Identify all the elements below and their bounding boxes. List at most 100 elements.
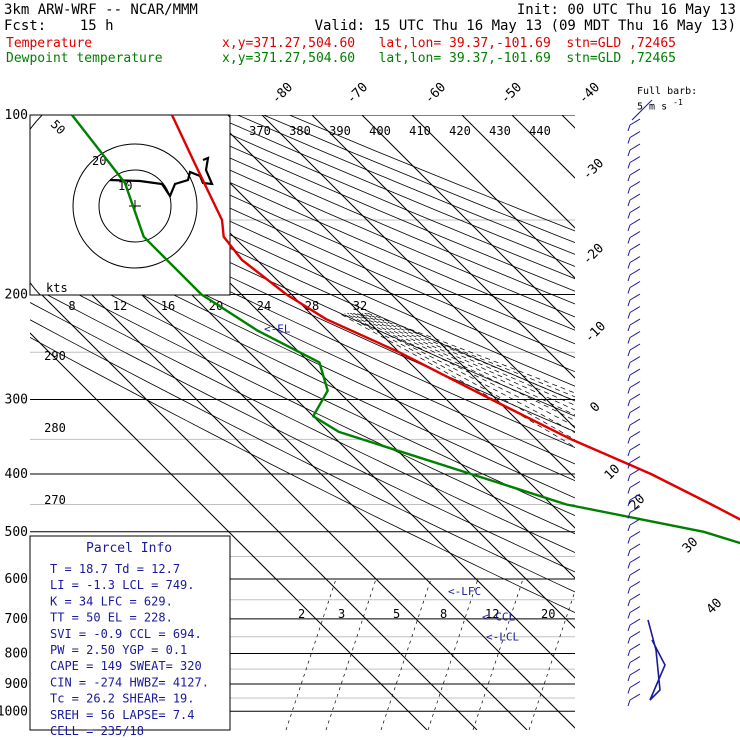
isotherm	[311, 115, 575, 379]
wind-barb	[627, 637, 631, 644]
wind-barb	[627, 274, 631, 282]
dry-adiabat-label: 290	[44, 349, 66, 363]
wind-barb	[631, 99, 653, 121]
dry-adiabat	[30, 139, 575, 387]
wind-barb	[629, 543, 641, 551]
wind-barb	[629, 631, 641, 638]
wind-barb	[629, 243, 641, 251]
theta-e-label: 410	[409, 124, 431, 138]
wind-barb	[629, 518, 641, 526]
isotherm	[30, 332, 428, 730]
theta-e-label: 440	[529, 124, 551, 138]
wind-barb	[629, 156, 641, 163]
wind-barb	[627, 362, 631, 369]
theta-e-label: 380	[289, 124, 311, 138]
dry-adiabat-label: 280	[44, 421, 66, 435]
wind-barb	[627, 137, 631, 144]
wind-barb	[629, 193, 641, 201]
hodograph-ring	[98, 169, 172, 243]
wind-barb	[647, 619, 666, 701]
pressure-tick-label: 300	[5, 392, 28, 407]
dry-adiabat	[30, 193, 575, 449]
pressure-tick-label: 400	[5, 467, 28, 482]
wind-barb	[629, 206, 641, 213]
wind-barb	[627, 574, 631, 582]
moist-adiabat	[364, 312, 575, 398]
wind-barb	[629, 318, 641, 326]
wind-barb	[627, 537, 631, 544]
isotherm	[561, 115, 575, 129]
moist-adiabat	[347, 312, 575, 427]
dry-adiabat	[30, 319, 575, 593]
wind-barb	[627, 387, 631, 394]
isotherm	[161, 115, 575, 529]
isotherm-label: -80	[269, 80, 296, 107]
hodograph-trace	[109, 156, 214, 199]
wind-barb	[629, 468, 641, 476]
dry-adiabat	[30, 302, 575, 573]
isotherm	[662, 115, 740, 730]
wind-barb	[629, 693, 641, 701]
wind-barb	[627, 174, 631, 182]
isotherm-label: 10	[602, 462, 624, 484]
dry-adiabat-label: 270	[44, 493, 66, 507]
isotherm-label: -60	[422, 80, 449, 107]
wind-barb	[627, 312, 631, 319]
dry-adiabat	[30, 336, 575, 613]
wind-barb	[629, 131, 641, 138]
isotherm-label: -70	[344, 80, 371, 107]
moist-adiabat	[344, 312, 575, 434]
wind-barb	[627, 599, 631, 607]
isotherm	[411, 115, 575, 279]
wind-barb	[629, 531, 641, 538]
wind-barb	[629, 293, 641, 301]
dewpoint-legend: Dewpoint temperature	[6, 51, 163, 66]
mixing-ratio-line	[285, 578, 337, 730]
wind-barb	[627, 349, 631, 357]
wind-barb	[627, 162, 631, 169]
level-annotation: <-LFC	[448, 585, 481, 598]
wind-barb	[629, 493, 641, 501]
moist-adiabat	[338, 312, 575, 448]
wind-barb	[629, 393, 641, 401]
wind-barb	[629, 181, 641, 188]
hodograph-speed-label: 24	[257, 299, 271, 313]
wind-barb	[627, 224, 631, 232]
wind-barb	[627, 699, 631, 707]
wind-barb	[629, 256, 641, 263]
parcel-info-row: PW = 2.50 YGP = 0.1	[50, 643, 187, 657]
wind-barb	[627, 337, 631, 344]
isotherm-label: -30	[580, 156, 607, 183]
dewpoint-trace	[71, 114, 740, 545]
isotherm	[211, 115, 575, 479]
wind-barb	[629, 618, 641, 626]
mixing-ratio-line	[380, 578, 432, 730]
isotherm-label: 40	[704, 596, 726, 618]
wind-barb	[629, 281, 641, 288]
isotherm	[30, 282, 478, 730]
theta-e-label: 390	[329, 124, 351, 138]
wind-barb	[629, 406, 641, 413]
wind-barb	[627, 449, 631, 457]
dry-adiabat	[30, 253, 575, 517]
isotherm	[261, 115, 575, 429]
parcel-info-row: Tc = 26.2 SHEAR= 19.	[50, 692, 195, 706]
isotherm-label: -20	[580, 241, 607, 268]
wind-barb	[629, 681, 641, 688]
isotherm	[461, 115, 575, 229]
wind-barb	[629, 331, 641, 338]
wind-barb	[627, 412, 631, 419]
valid-time: Valid: 15 UTC Thu 16 May 13 (09 MDT Thu …	[314, 18, 736, 34]
wind-barb	[629, 568, 641, 576]
mixing-ratio-label: 8	[440, 607, 447, 621]
wind-barb	[627, 374, 631, 382]
wind-barb	[627, 612, 631, 619]
wind-barb	[629, 343, 641, 351]
wind-barb	[627, 124, 631, 132]
parcel-info-row: SVI = -0.9 CCL = 694.	[50, 627, 202, 641]
wind-barb	[627, 149, 631, 157]
parcel-info-row: CELL = 235/18	[50, 724, 144, 738]
wind-barb	[629, 268, 641, 276]
wind-barbs	[627, 99, 666, 707]
